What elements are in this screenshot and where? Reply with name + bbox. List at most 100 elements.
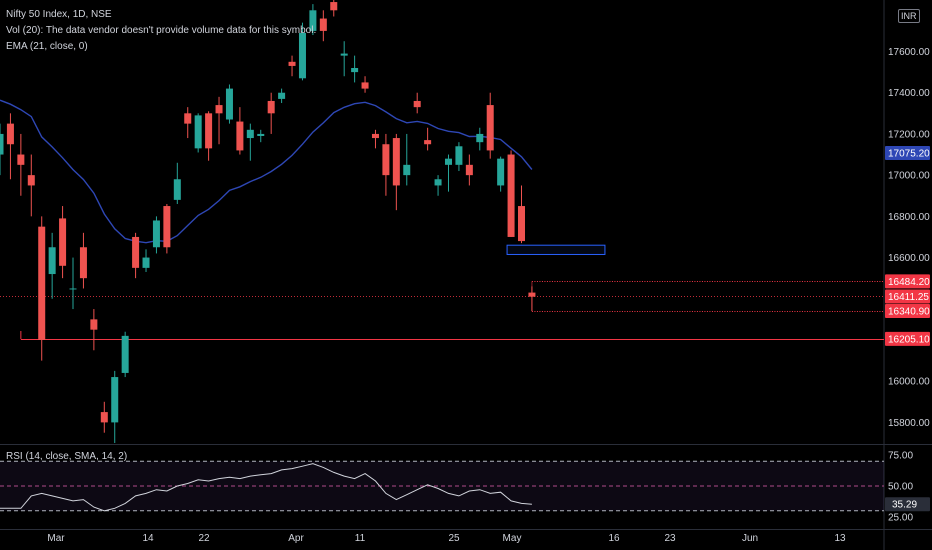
candle-body (434, 179, 442, 186)
candle (59, 206, 67, 279)
candle-body (236, 121, 244, 151)
candle-body (288, 61, 296, 66)
candle-body (142, 257, 150, 268)
rsi-line (0, 463, 532, 512)
candle-body (455, 146, 463, 165)
candle-body (100, 412, 108, 423)
legend-ema[interactable]: EMA (21, close, 0) (6, 41, 88, 52)
candle (330, 0, 338, 17)
price-badge: 17075.20 (885, 146, 930, 160)
candle-body (184, 113, 192, 124)
candle-body (371, 133, 379, 139)
rsi-tick-label: 75.00 (888, 451, 913, 462)
candle (173, 162, 181, 204)
price-badge-bg (885, 274, 930, 289)
candle (528, 286, 536, 312)
rsi-tick-label: 25.00 (888, 513, 913, 524)
price-badge: 16205.10 (885, 331, 930, 346)
time-tick-label: Jun (742, 533, 758, 544)
price-tick-label: 15800.00 (888, 418, 930, 429)
candle-body (38, 226, 46, 340)
candle-body (152, 220, 160, 248)
price-badge: 16484.20 (885, 274, 930, 289)
candle-body (309, 10, 317, 31)
candle-body (497, 158, 505, 186)
time-tick-label: 23 (664, 533, 676, 544)
candle-body (330, 2, 338, 11)
candle (246, 123, 254, 161)
ema-line-layer (0, 99, 533, 244)
price-tick-label: 17600.00 (888, 47, 930, 58)
candle (194, 113, 202, 153)
rsi-value-badge: 35.29 (885, 497, 930, 512)
time-tick-label: May (503, 533, 522, 544)
candle (413, 92, 421, 114)
price-tick-label: 16800.00 (888, 212, 930, 223)
price-badge-label: 17075.20 (888, 149, 930, 160)
candle (465, 154, 473, 186)
candle (288, 55, 296, 77)
candle (111, 370, 119, 443)
candle-body (528, 292, 536, 297)
candle-body (205, 113, 213, 149)
candles-layer (0, 0, 536, 443)
candle-body (486, 105, 494, 151)
candle (455, 142, 463, 172)
candle (371, 129, 379, 149)
candle (278, 88, 286, 104)
time-tick-label: 14 (142, 533, 154, 544)
candle (132, 232, 140, 279)
candle-body (298, 32, 306, 79)
candle (69, 257, 77, 310)
candle (152, 216, 160, 254)
candle (309, 4, 317, 36)
time-tick-label: 25 (448, 533, 460, 544)
candle-body (424, 140, 432, 145)
rsi-value-label: 35.29 (892, 500, 917, 511)
candle-body (476, 133, 484, 143)
time-tick-label: Apr (288, 533, 304, 544)
candle-body (392, 138, 400, 186)
price-badge-bg (885, 146, 930, 160)
price-badge-bg (885, 331, 930, 346)
candle (215, 96, 223, 145)
candle (424, 127, 432, 151)
candle (27, 154, 35, 217)
candle (507, 150, 515, 237)
legend-volume[interactable]: Vol (20): The data vendor doesn't provid… (6, 25, 317, 36)
candle (257, 129, 265, 143)
candle-body (413, 100, 421, 108)
legend-rsi[interactable]: RSI (14, close, SMA, 14, 2) (6, 451, 128, 462)
candle-body (382, 144, 390, 176)
candle-body (278, 92, 286, 99)
legend-symbol[interactable]: Nifty 50 Index, 1D, NSE (6, 9, 112, 20)
rsi-pane: 75.00 50.00 25.00 35.29 (0, 451, 930, 524)
candle (163, 203, 171, 254)
candle-body (351, 67, 359, 73)
candle (497, 156, 505, 192)
candle-body (111, 377, 119, 423)
candle-body (0, 133, 4, 155)
candle-body (17, 154, 25, 165)
candle (518, 185, 525, 244)
candle-body (27, 175, 35, 186)
time-tick-label: Mar (47, 533, 65, 544)
candle (17, 133, 25, 196)
candle (476, 127, 484, 151)
price-badge: 16340.90 (885, 303, 930, 318)
currency-badge[interactable]: INR (898, 9, 920, 23)
candle-body (518, 206, 525, 242)
candle-body (444, 158, 452, 165)
time-axis: Mar 14 22 Apr 11 25 May 16 23 Jun 13 (47, 533, 846, 544)
candle-body (59, 218, 67, 266)
candle-body (163, 206, 171, 248)
price-badge: 16411.25 (885, 289, 930, 304)
candle (6, 113, 14, 180)
candle-body (319, 18, 327, 31)
candle-body (173, 179, 181, 200)
candle-body (361, 82, 369, 89)
candle (434, 175, 442, 196)
candle (90, 309, 98, 351)
candle (486, 92, 494, 159)
candle (121, 331, 129, 378)
